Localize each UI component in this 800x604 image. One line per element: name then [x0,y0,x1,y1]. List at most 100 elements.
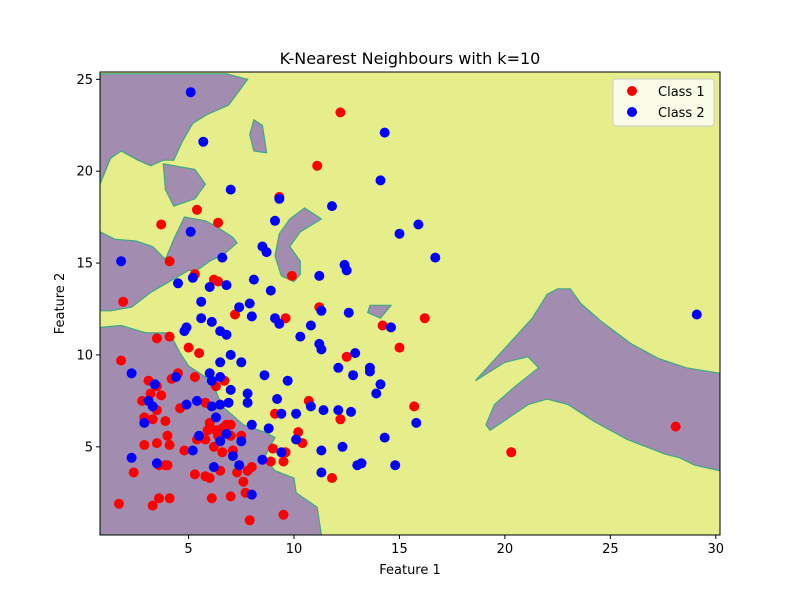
class-1-point [506,447,517,458]
class-1-point [147,500,158,511]
class-2-point [341,265,352,276]
class-1-point [154,493,164,504]
legend-label-class-2: Class 2 [658,106,705,121]
class-1-point [286,270,297,281]
class-2-point [221,280,232,291]
class-2-point [208,462,219,472]
class-2-point [350,348,361,359]
class-2-point [215,436,226,447]
class-1-point [162,430,173,441]
class-2-region-6 [367,304,393,319]
class-1-point [147,414,158,425]
class-2-point [295,331,306,342]
class-1-point [114,498,124,509]
class-2-point [348,370,359,381]
class-2-point [206,401,217,412]
class-2-region-3 [274,207,323,283]
class-2-point [242,397,253,408]
class-2-point [225,349,236,360]
class-1-point [213,276,224,287]
class-2-point [215,357,226,368]
plot-frame [99,71,721,536]
class-2-point [192,395,202,406]
class-1-point [189,372,200,382]
class-2-point [265,285,276,296]
class-1-point [156,390,167,401]
class-2-point [206,316,217,327]
class-2-point [263,423,274,434]
class-2-point [147,401,158,412]
class-2-point [173,278,183,289]
class-2-point [246,489,257,500]
class-1-point [265,456,276,467]
class-1-point [419,313,430,324]
class-1-point [670,421,681,432]
class-2-point [196,313,207,324]
class-2-region-4 [162,163,207,207]
class-1-point [192,204,202,215]
class-2-point [316,445,327,456]
class-2-point [126,368,137,379]
class-2-region-5 [249,118,268,154]
legend-marker-class-2 [627,107,637,117]
class-2-point [257,454,268,465]
y-tick-label: 5 [85,440,93,455]
class-2-region-8 [474,288,720,472]
class-2-point [185,87,196,98]
class-2-point [314,270,325,281]
class-2-point [276,408,287,419]
class-2-point [236,436,247,447]
class-2-point [139,417,150,428]
class-2-point [327,201,337,212]
class-1-point [164,440,175,450]
class-2-point [343,307,354,318]
class-2-point [394,228,405,239]
class-2-region-1 [100,73,249,185]
y-tick-label: 10 [76,348,93,363]
class-2-point [126,452,137,463]
class-2-point [116,256,127,267]
class-2-point [282,375,293,386]
class-1-point [183,342,194,353]
class-2-point [187,445,198,456]
class-2-point [375,175,386,186]
class-2-point [356,458,367,469]
class-1-point [164,493,175,504]
class-2-point [305,320,316,331]
class-2-point [246,311,257,322]
class-2-point [386,322,396,333]
class-2-point [198,136,209,147]
class-2-point [244,298,255,309]
y-tick-label: 20 [76,165,93,180]
class-1-point [409,401,420,412]
class-2-point [316,467,327,478]
x-tick-label: 25 [602,542,619,557]
class-1-point [244,515,255,526]
legend-marker-class-1 [627,86,637,96]
class-1-point [116,355,127,366]
legend-label-class-1: Class 1 [658,85,705,100]
class-2-point [185,226,196,237]
class-2-point [225,184,236,195]
class-1-point [206,493,217,504]
class-2-point [430,252,441,263]
class-2-point [204,282,215,292]
class-1-point [164,331,175,342]
class-2-point [149,379,160,390]
class-2-point [170,372,181,382]
class-2-point [337,441,348,452]
legend-box [612,78,715,127]
class-1-point [194,348,205,359]
class-1-point [156,219,167,230]
class-2-point [411,417,422,428]
class-1-point [242,465,253,476]
class-2-point [305,401,316,412]
class-2-point [227,451,238,461]
x-tick-label: 20 [497,542,514,557]
class-2-point [234,302,245,313]
class-2-point [221,329,232,340]
class-2-point [223,397,234,408]
class-2-point [211,412,221,423]
